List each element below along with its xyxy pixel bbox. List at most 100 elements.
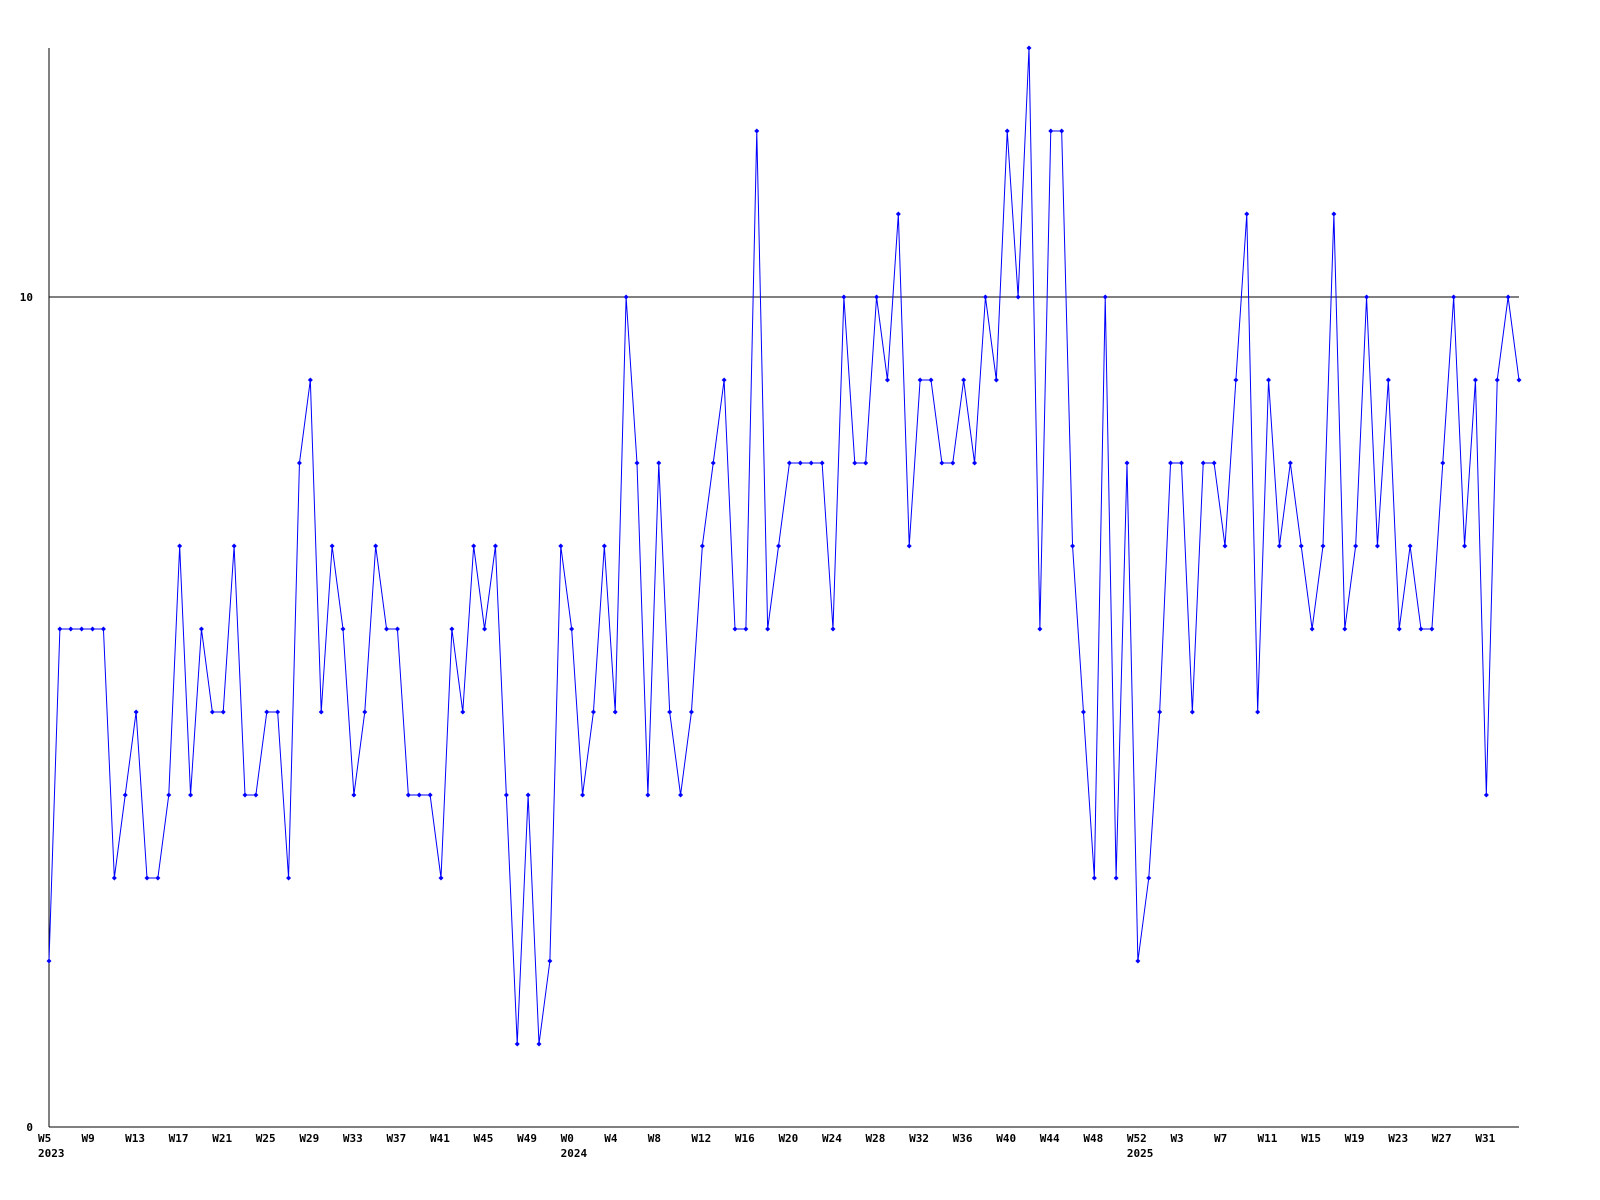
point-marker: [144, 875, 150, 881]
point-marker: [841, 294, 847, 300]
point-marker: [645, 792, 651, 798]
point-marker: [286, 875, 292, 881]
point-marker: [1429, 626, 1435, 632]
point-marker: [1418, 626, 1424, 632]
x-tick-label: W19: [1345, 1132, 1365, 1145]
point-marker: [1462, 543, 1468, 549]
x-tick-label: W12: [691, 1132, 711, 1145]
point-marker: [1102, 294, 1108, 300]
point-marker: [536, 1041, 542, 1047]
point-marker: [917, 377, 923, 383]
point-marker: [1146, 875, 1152, 881]
point-marker: [503, 792, 509, 798]
point-marker: [1516, 377, 1522, 383]
point-marker: [307, 377, 313, 383]
point-marker: [1048, 128, 1054, 134]
point-marker: [710, 460, 716, 466]
point-marker: [972, 460, 978, 466]
point-marker: [1124, 460, 1130, 466]
point-marker: [1320, 543, 1326, 549]
point-marker: [1494, 377, 1500, 383]
point-marker: [1026, 45, 1032, 51]
point-marker: [405, 792, 411, 798]
x-tick-label: W20: [778, 1132, 798, 1145]
point-marker: [732, 626, 738, 632]
point-marker: [1396, 626, 1402, 632]
x-tick-label: W7: [1214, 1132, 1227, 1145]
y-tick-label: 0: [26, 1121, 33, 1134]
point-marker: [819, 460, 825, 466]
point-marker: [1451, 294, 1457, 300]
point-marker: [1091, 875, 1097, 881]
point-marker: [492, 543, 498, 549]
point-marker: [1309, 626, 1315, 632]
x-tick-label: W36: [953, 1132, 973, 1145]
point-marker: [656, 460, 662, 466]
point-marker: [1407, 543, 1413, 549]
x-tick-label: W48: [1083, 1132, 1103, 1145]
x-tick-label: W15: [1301, 1132, 1321, 1145]
point-marker: [1222, 543, 1228, 549]
point-marker: [122, 792, 128, 798]
point-marker: [993, 377, 999, 383]
point-marker: [906, 543, 912, 549]
x-year-label: 2025: [1127, 1147, 1154, 1160]
point-marker: [590, 709, 596, 715]
point-marker: [928, 377, 934, 383]
point-marker: [90, 626, 96, 632]
point-marker: [384, 626, 390, 632]
point-marker: [373, 543, 379, 549]
point-marker: [797, 460, 803, 466]
point-marker: [1331, 211, 1337, 217]
point-marker: [1266, 377, 1272, 383]
point-marker: [133, 709, 139, 715]
point-marker: [438, 875, 444, 881]
point-marker: [721, 377, 727, 383]
x-tick-label: W0: [561, 1132, 574, 1145]
point-marker: [318, 709, 324, 715]
x-tick-label: W49: [517, 1132, 537, 1145]
x-tick-label: W33: [343, 1132, 363, 1145]
point-marker: [884, 377, 890, 383]
point-marker: [688, 709, 694, 715]
point-marker: [1200, 460, 1206, 466]
point-marker: [231, 543, 237, 549]
point-marker: [1080, 709, 1086, 715]
x-tick-label: W8: [648, 1132, 661, 1145]
x-tick-label: W9: [82, 1132, 95, 1145]
x-tick-label: W27: [1432, 1132, 1452, 1145]
point-marker: [569, 626, 575, 632]
point-marker: [808, 460, 814, 466]
point-marker: [547, 958, 553, 964]
point-marker: [1037, 626, 1043, 632]
point-marker: [1135, 958, 1141, 964]
point-marker: [961, 377, 967, 383]
point-marker: [699, 543, 705, 549]
point-marker: [57, 626, 63, 632]
point-marker: [427, 792, 433, 798]
point-marker: [1233, 377, 1239, 383]
point-marker: [111, 875, 117, 881]
point-marker: [786, 460, 792, 466]
point-marker: [68, 626, 74, 632]
x-tick-label: W17: [169, 1132, 189, 1145]
x-tick-label: W3: [1170, 1132, 1183, 1145]
point-marker: [188, 792, 194, 798]
x-tick-label: W13: [125, 1132, 145, 1145]
point-marker: [482, 626, 488, 632]
x-tick-label: W29: [299, 1132, 319, 1145]
point-marker: [1113, 875, 1119, 881]
point-marker: [874, 294, 880, 300]
point-marker: [329, 543, 335, 549]
x-tick-label: W41: [430, 1132, 450, 1145]
point-marker: [623, 294, 629, 300]
point-marker: [830, 626, 836, 632]
point-marker: [275, 709, 281, 715]
point-marker: [1004, 128, 1010, 134]
point-marker: [1276, 543, 1282, 549]
point-marker: [612, 709, 618, 715]
point-marker: [514, 1041, 520, 1047]
point-marker: [1015, 294, 1021, 300]
x-tick-label: W32: [909, 1132, 929, 1145]
